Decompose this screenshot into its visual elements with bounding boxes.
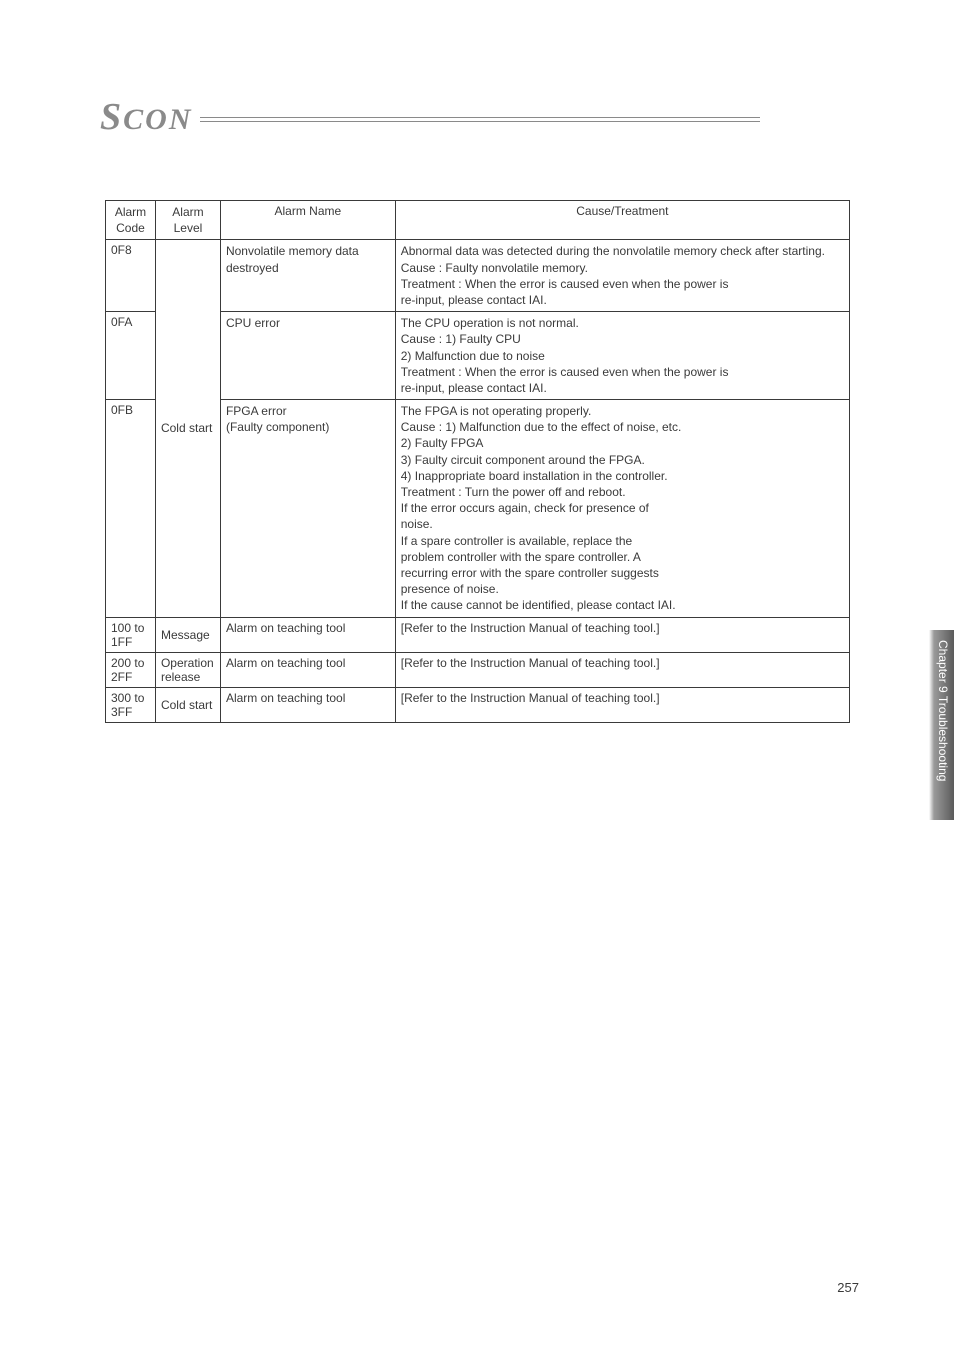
cell-code: 0F8 (106, 240, 156, 312)
cell-name: CPU error (220, 312, 395, 400)
logo-con: CON (123, 103, 192, 136)
table-row: 100 to 1FF Message Alarm on teaching too… (106, 617, 850, 652)
cell-code: 0FB (106, 400, 156, 617)
cell-level: Cold start (155, 240, 220, 617)
cell-cause: [Refer to the Instruction Manual of teac… (395, 617, 849, 652)
cell-cause: [Refer to the Instruction Manual of teac… (395, 687, 849, 722)
table-row: 300 to 3FF Cold start Alarm on teaching … (106, 687, 850, 722)
cell-name: FPGA error (Faulty component) (220, 400, 395, 617)
cell-level: Cold start (155, 687, 220, 722)
header-name: Alarm Name (220, 201, 395, 240)
cell-name: Nonvolatile memory data destroyed (220, 240, 395, 312)
side-chapter-label: Chapter 9 Troubleshooting (936, 640, 950, 781)
logo: SCON (100, 95, 760, 139)
cell-code: 100 to 1FF (106, 617, 156, 652)
alarm-table: Alarm Code Alarm Level Alarm Name Cause/… (105, 200, 850, 723)
header-code: Alarm Code (106, 201, 156, 240)
cell-cause: The CPU operation is not normal. Cause :… (395, 312, 849, 400)
cell-cause: Abnormal data was detected during the no… (395, 240, 849, 312)
cell-name: Alarm on teaching tool (220, 652, 395, 687)
header-cause: Cause/Treatment (395, 201, 849, 240)
cell-name: Alarm on teaching tool (220, 617, 395, 652)
table-row: 200 to 2FF Operation release Alarm on te… (106, 652, 850, 687)
logo-s: S (100, 96, 123, 138)
cell-code: 300 to 3FF (106, 687, 156, 722)
logo-divider-line (200, 117, 760, 118)
page-number: 257 (837, 1280, 859, 1295)
cell-name: Alarm on teaching tool (220, 687, 395, 722)
cell-level: Message (155, 617, 220, 652)
cell-code: 0FA (106, 312, 156, 400)
cell-level: Operation release (155, 652, 220, 687)
cell-cause: [Refer to the Instruction Manual of teac… (395, 652, 849, 687)
header-level: Alarm Level (155, 201, 220, 240)
logo-text: SCON (100, 95, 192, 139)
table-row: 0F8 Cold start Nonvolatile memory data d… (106, 240, 850, 312)
cell-code: 200 to 2FF (106, 652, 156, 687)
table-header-row: Alarm Code Alarm Level Alarm Name Cause/… (106, 201, 850, 240)
cell-cause: The FPGA is not operating properly. Caus… (395, 400, 849, 617)
